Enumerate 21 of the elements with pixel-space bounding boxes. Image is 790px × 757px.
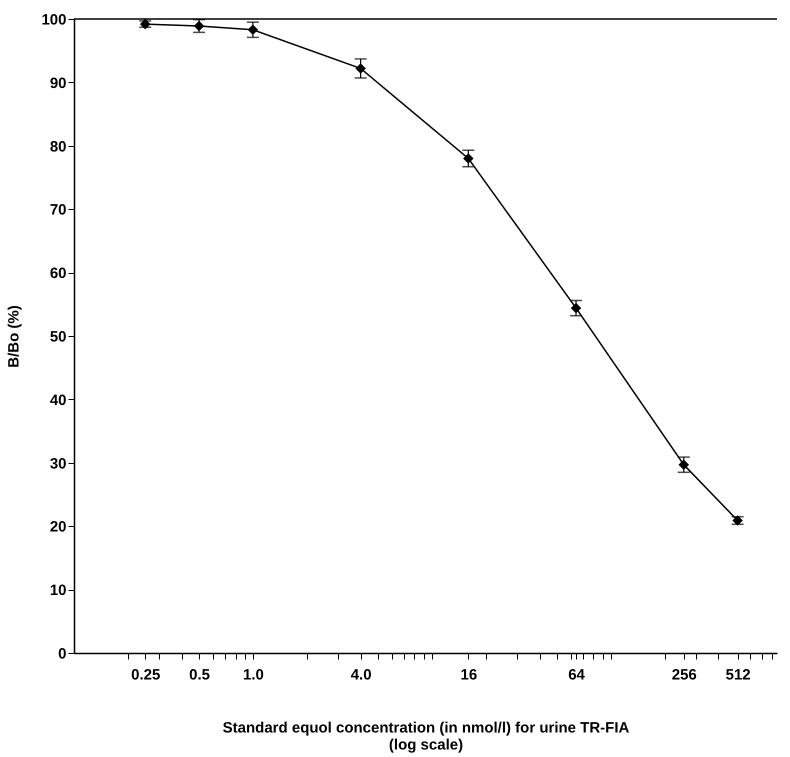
x-tick-label: 512 [726, 666, 751, 684]
x-tick-label: 0.5 [189, 666, 210, 684]
y-tick-label: 40 [50, 392, 66, 409]
x-tick-label: 0.25 [131, 666, 160, 684]
y-tick-label: 100 [41, 12, 66, 28]
y-tick-label: 80 [50, 138, 66, 156]
y-tick-label: 10 [50, 582, 66, 600]
x-tick-label: 64 [568, 666, 586, 684]
y-tick-label: 50 [50, 328, 66, 346]
y-tick-label: 20 [50, 518, 66, 536]
y-tick-label: 0 [58, 646, 66, 662]
y-tick-label: 70 [50, 202, 66, 219]
x-tick-label: 4.0 [350, 666, 372, 684]
y-tick-label: 30 [50, 455, 66, 472]
x-axis-title: Standard equol concentration (in nmol/l) for urine TR-FIA (log scale) [222, 720, 630, 754]
x-tick-label: 1.0 [242, 666, 264, 684]
x-tick-label: 256 [672, 666, 697, 684]
y-tick-label: 60 [50, 265, 66, 282]
y-tick-label: 90 [50, 74, 66, 92]
y-axis-title: B/Bo (%) [5, 305, 22, 368]
x-tick-label: 16 [460, 666, 478, 684]
